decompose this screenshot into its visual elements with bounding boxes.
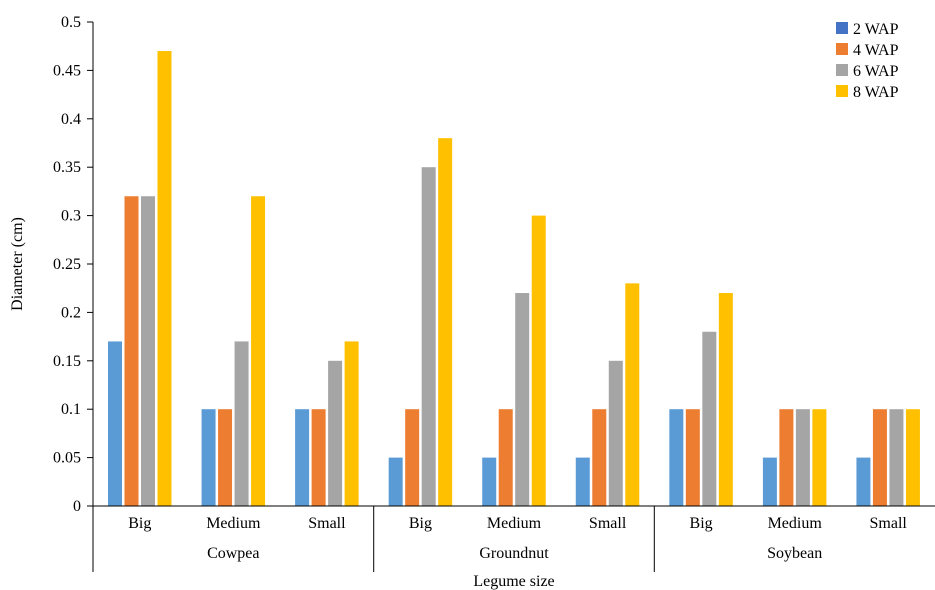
y-tick-label: 0 (73, 498, 81, 515)
legend-label: 6 WAP (853, 63, 899, 80)
bar-4-wap-3 (405, 409, 420, 506)
bar-2-wap-0 (108, 341, 122, 506)
y-tick-label: 0.15 (53, 353, 81, 370)
bar-8-wap-4 (531, 215, 546, 506)
bar-8-wap-1 (251, 196, 266, 507)
legend-swatch-6-wap (836, 64, 848, 76)
bar-4-wap-6 (685, 409, 700, 506)
bar-4-wap-7 (779, 409, 794, 506)
bar-8-wap-6 (718, 293, 733, 506)
bar-4-wap-0 (124, 196, 139, 507)
legend-swatch-4-wap (836, 43, 848, 55)
bar-6-wap-6 (702, 331, 717, 506)
x-category-label: Big (128, 515, 151, 532)
bar-6-wap-0 (141, 196, 155, 507)
bar-2-wap-3 (388, 457, 403, 506)
bar-6-wap-7 (795, 409, 810, 506)
bar-8-wap-0 (157, 51, 172, 506)
bar-8-wap-3 (438, 138, 453, 506)
bar-8-wap-2 (344, 341, 359, 506)
x-axis-title: Legume size (473, 573, 554, 590)
x-category-labels: Big Medium Small Big Medium Small Big Medium Sma… (128, 515, 907, 562)
x-group-label: Cowpea (207, 545, 259, 562)
y-axis-title: Diameter (cm) (9, 217, 26, 311)
bar-8-wap-7 (812, 409, 827, 506)
bar-6-wap-4 (515, 293, 530, 506)
bar-8-wap-5 (625, 283, 640, 506)
axes-layer (87, 21, 935, 572)
bar-6-wap-3 (421, 167, 436, 506)
bar-8-wap-8 (905, 409, 920, 506)
y-tick-label: 0.05 (53, 450, 81, 467)
legend-label: 4 WAP (853, 42, 899, 59)
x-category-label: Big (409, 515, 432, 532)
bar-2-wap-7 (762, 457, 777, 506)
bars-layer (108, 51, 920, 507)
bar-4-wap-2 (311, 409, 326, 506)
legend-label: 2 WAP (853, 21, 899, 38)
y-tick-label: 0.25 (53, 256, 81, 273)
y-tick-labels: 0 0.05 0.1 0.15 0.2 0.25 0.3 0.35 0.4 0.45 0.5 (53, 14, 81, 515)
x-category-label: Small (589, 515, 627, 532)
legend: 2 WAP 4 WAP 6 WAP 8 WAP (836, 21, 899, 101)
x-group-label: Groundnut (479, 545, 549, 562)
legend-swatch-2-wap (836, 22, 848, 34)
legend-swatch-8-wap (836, 85, 848, 97)
y-tick-label: 0.4 (61, 111, 81, 128)
bar-2-wap-5 (575, 457, 590, 506)
bar-2-wap-6 (669, 409, 684, 506)
legend-label: 8 WAP (853, 84, 899, 101)
bar-2-wap-1 (201, 409, 216, 506)
bar-6-wap-5 (608, 360, 623, 506)
x-group-label: Soybean (767, 545, 822, 562)
x-category-label: Big (690, 515, 713, 532)
x-category-label: Small (870, 515, 908, 532)
y-tick-label: 0.3 (61, 208, 81, 225)
bar-6-wap-1 (234, 341, 249, 506)
x-category-label: Medium (206, 515, 261, 532)
bar-4-wap-4 (498, 409, 513, 506)
bar-4-wap-8 (872, 409, 887, 506)
bar-2-wap-2 (295, 409, 310, 506)
y-tick-label: 0.35 (53, 159, 81, 176)
x-category-label: Small (308, 515, 346, 532)
x-category-label: Medium (768, 515, 823, 532)
bar-4-wap-1 (218, 409, 233, 506)
bar-2-wap-4 (482, 457, 497, 506)
bar-4-wap-5 (592, 409, 607, 506)
y-tick-label: 0.5 (61, 14, 81, 31)
y-tick-label: 0.1 (61, 401, 81, 418)
x-category-label: Medium (487, 515, 542, 532)
bar-2-wap-8 (856, 457, 871, 506)
bar-6-wap-8 (889, 409, 904, 506)
y-tick-label: 0.45 (53, 62, 81, 79)
y-tick-label: 0.2 (61, 304, 81, 321)
bar-6-wap-2 (328, 360, 343, 506)
